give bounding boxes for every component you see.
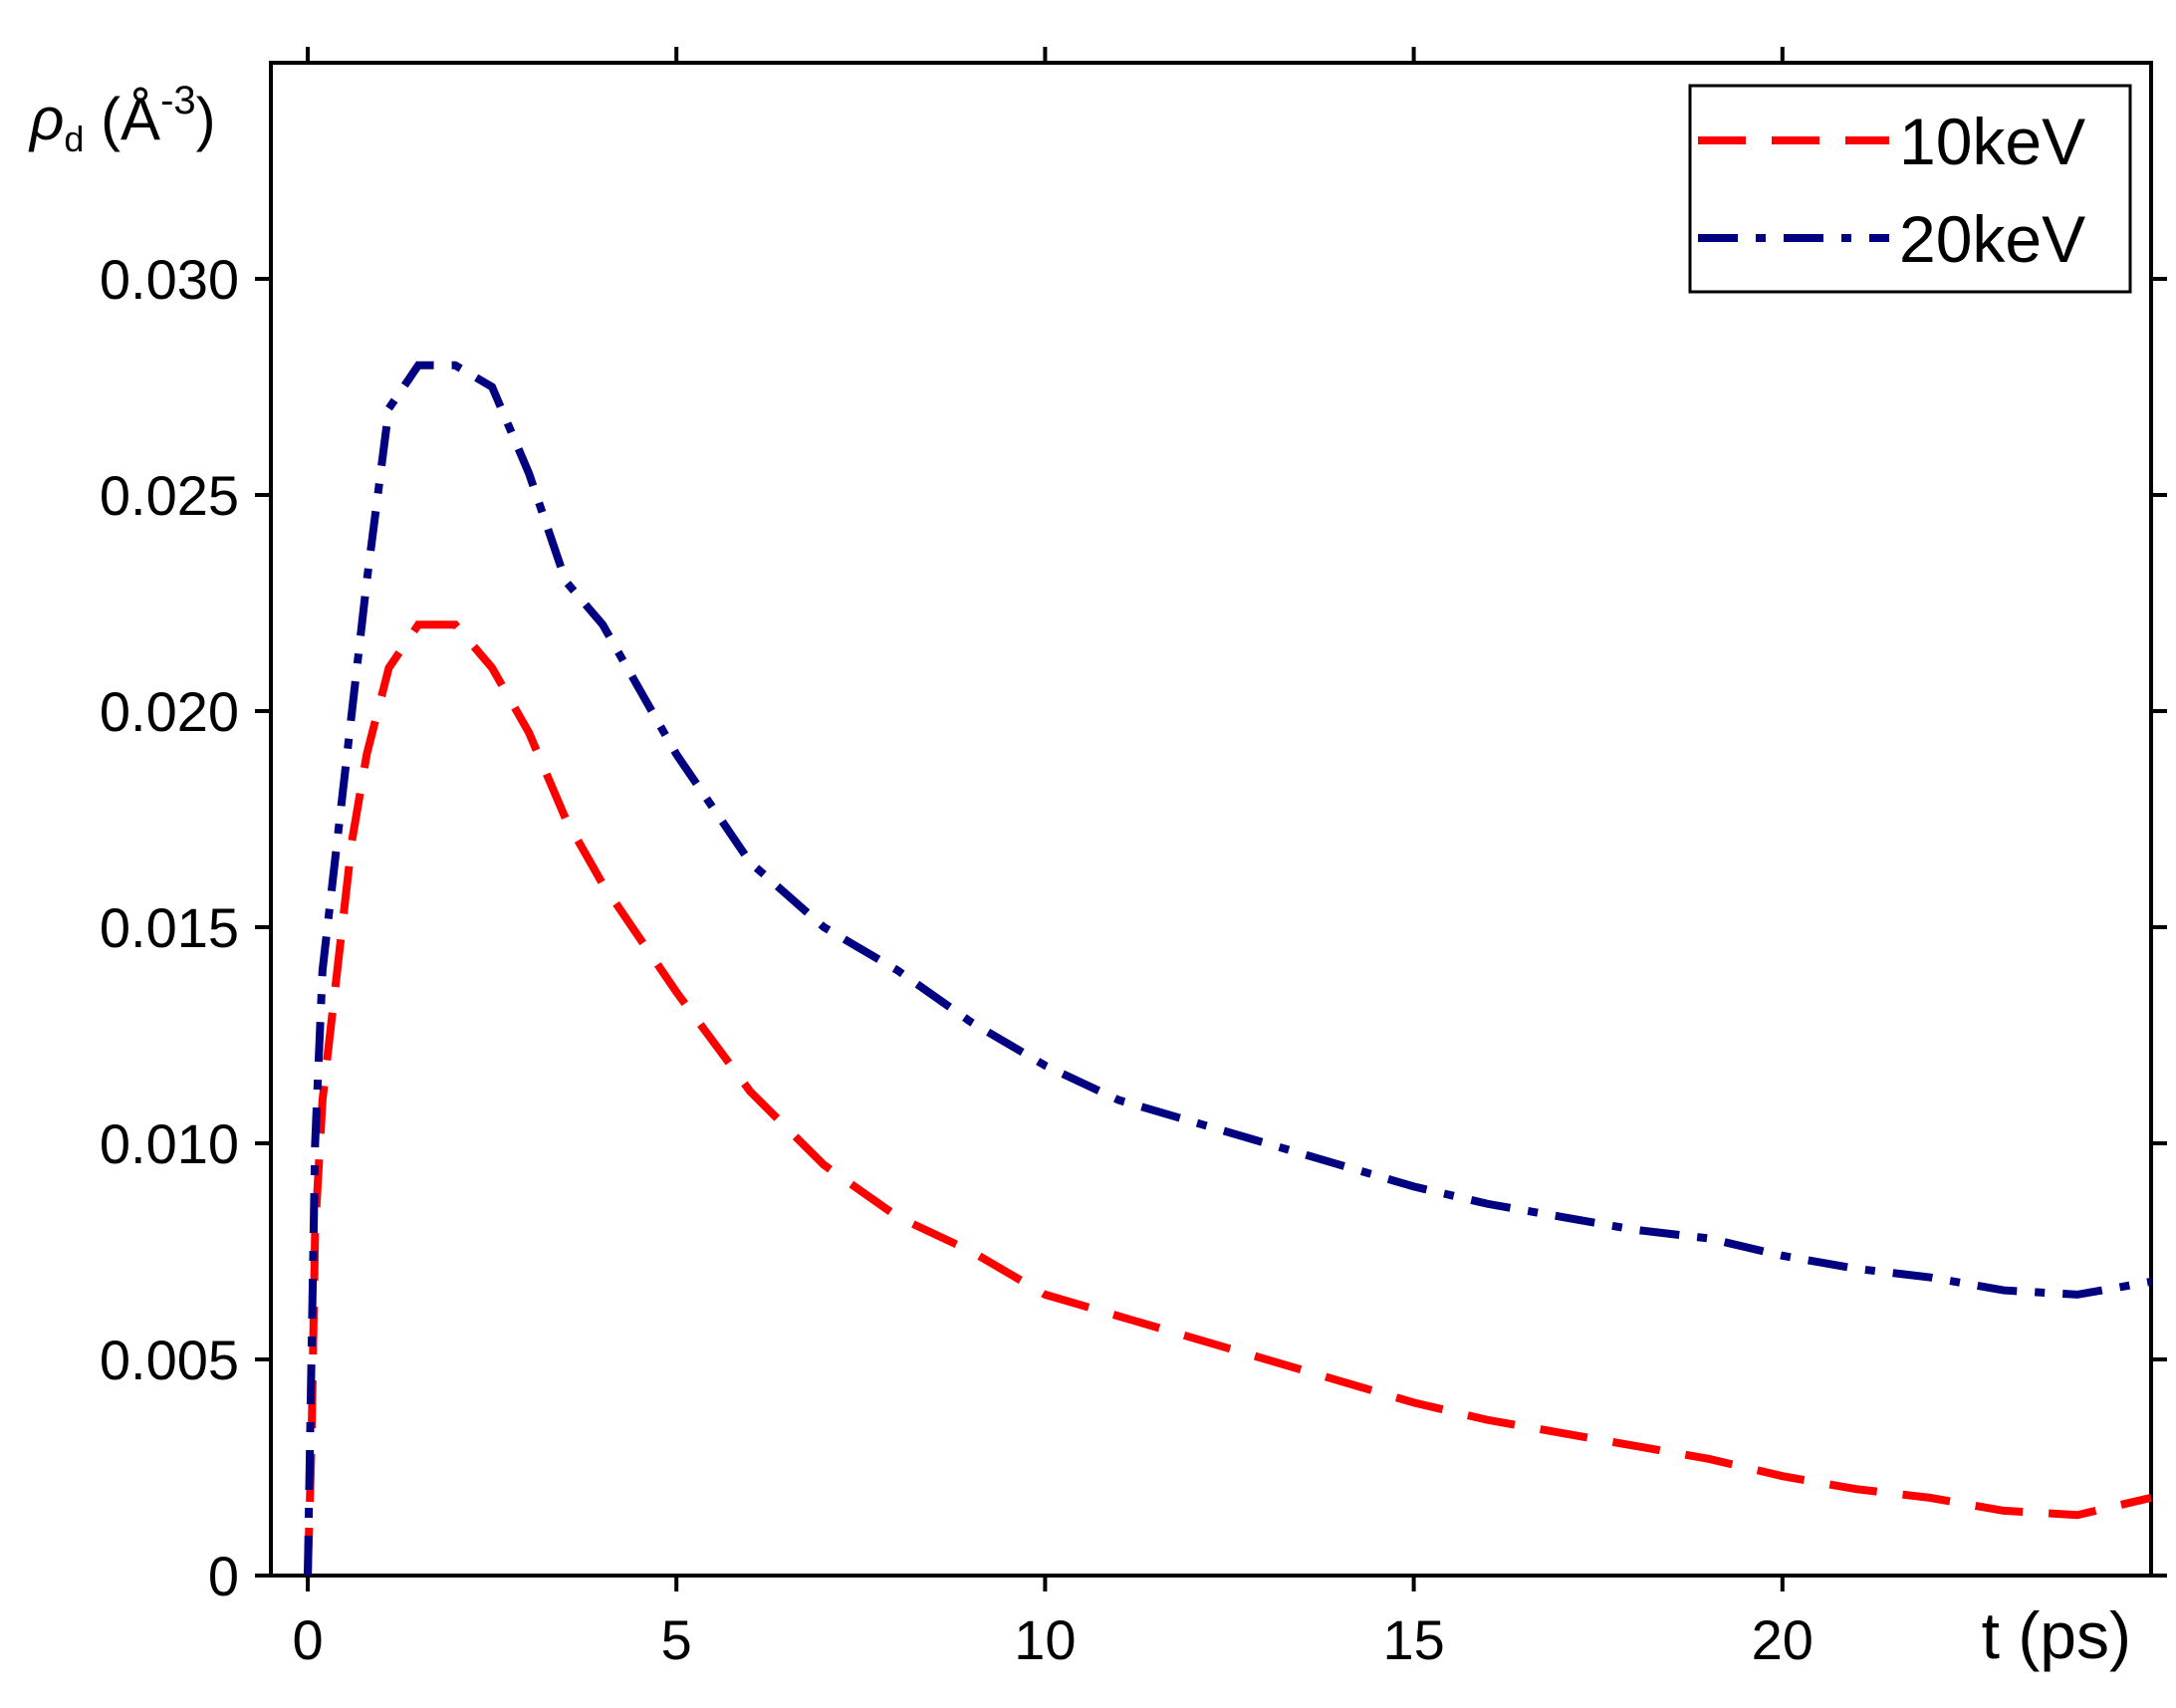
y-tick-label: 0.010 bbox=[100, 1112, 239, 1175]
y-tick-label: 0.025 bbox=[100, 464, 239, 527]
y-tick-label: 0.020 bbox=[100, 680, 239, 743]
line-series bbox=[304, 361, 2152, 1577]
y-tick-label: 0.005 bbox=[100, 1329, 239, 1391]
y-label-sub: d bbox=[64, 119, 84, 159]
x-tick-label: 0 bbox=[292, 1608, 323, 1671]
legend-label: 10keV bbox=[1899, 105, 2085, 178]
x-tick-label: 15 bbox=[1382, 1608, 1444, 1671]
x-tick-label: 20 bbox=[1752, 1608, 1813, 1671]
y-label-sup: -3 bbox=[160, 79, 196, 122]
y-tick-label: 0.030 bbox=[100, 248, 239, 311]
legend-label: 20keV bbox=[1899, 202, 2085, 276]
y-axis-label: ρd (Å-3) bbox=[28, 79, 216, 159]
y-label-unit: (Å bbox=[84, 86, 160, 152]
plot-frame bbox=[269, 61, 2153, 1578]
y-tick-label: 0.015 bbox=[100, 896, 239, 959]
y-tick-label: 0 bbox=[208, 1545, 239, 1607]
y-label-close: ) bbox=[196, 86, 216, 152]
legend-box bbox=[1688, 84, 2132, 294]
x-tick-label: 10 bbox=[1014, 1608, 1076, 1671]
line-series bbox=[304, 620, 2152, 1577]
y-label-symbol: ρ bbox=[28, 86, 64, 152]
x-axis-label: t (ps) bbox=[1982, 1598, 2131, 1672]
x-tick-label: 5 bbox=[661, 1608, 692, 1671]
